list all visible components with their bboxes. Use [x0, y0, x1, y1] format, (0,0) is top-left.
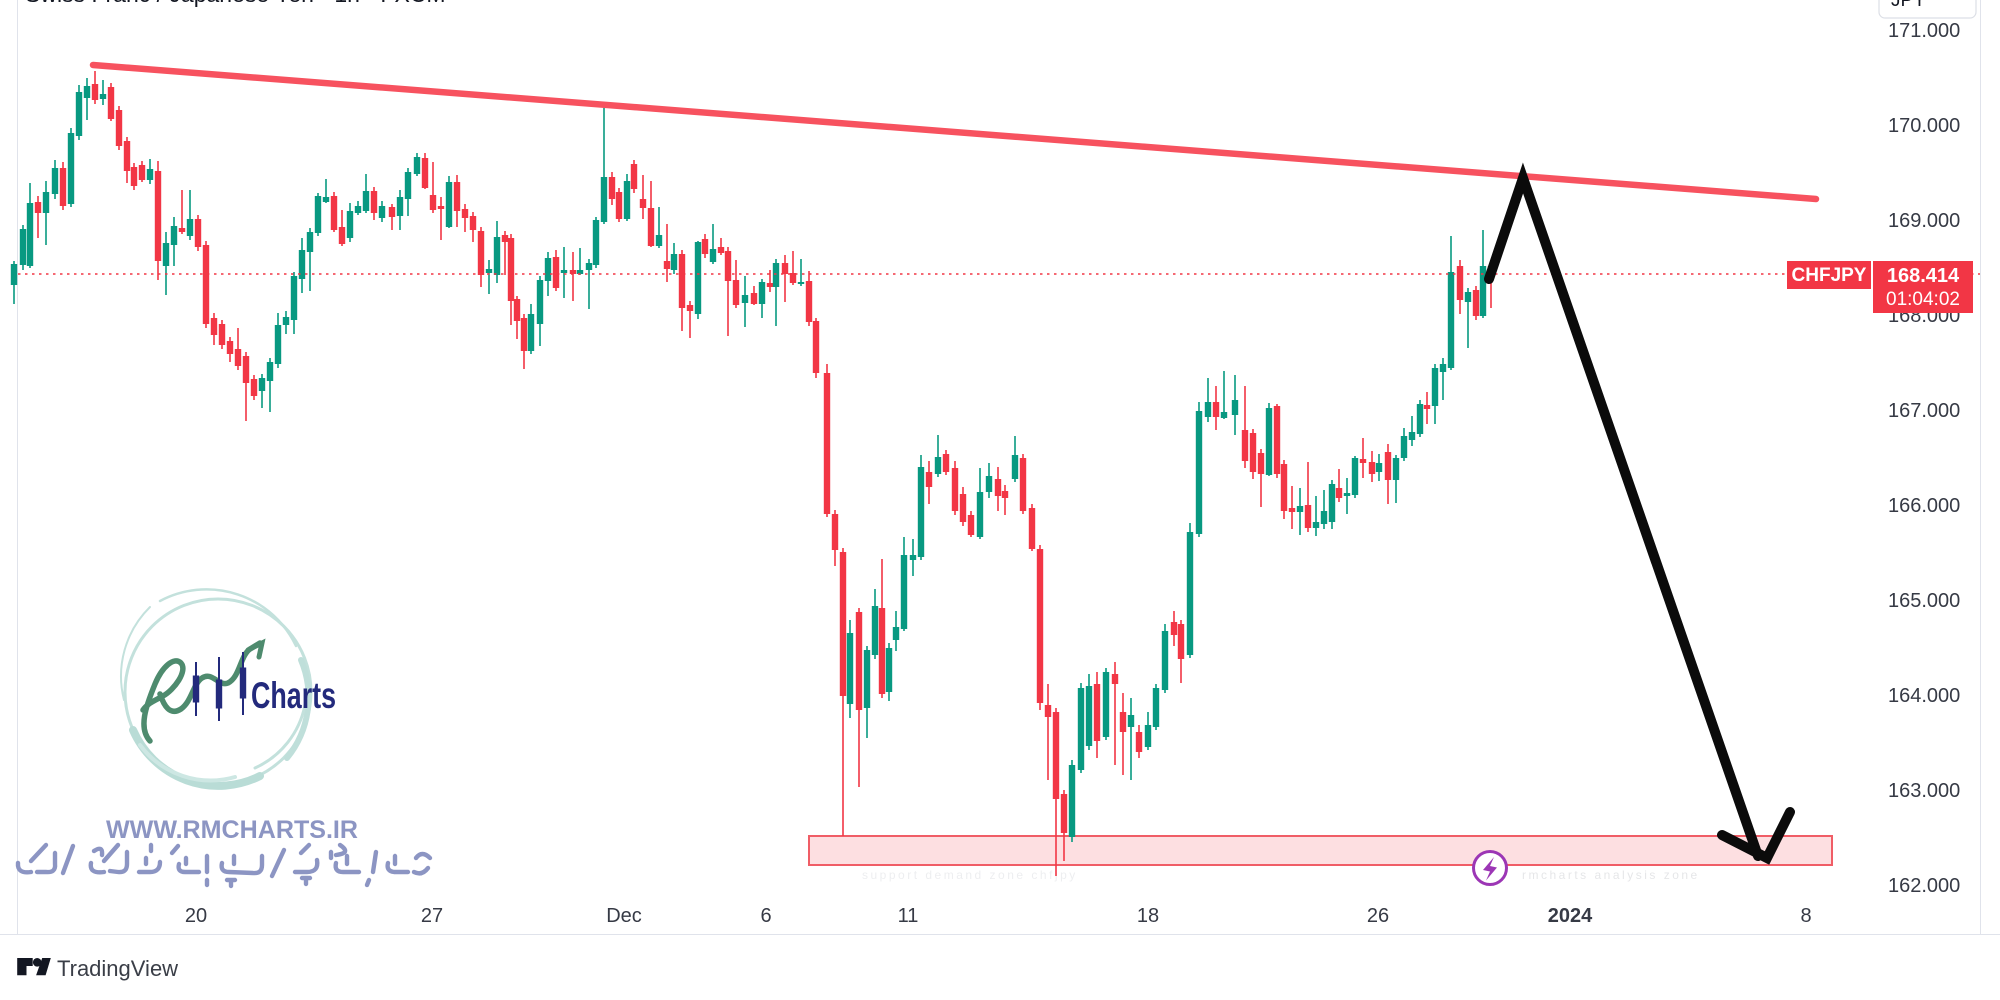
svg-text:Dec: Dec	[606, 905, 642, 927]
svg-text:162.000: 162.000	[1888, 875, 1960, 897]
svg-text:Charts: Charts	[251, 675, 336, 716]
svg-text:rmcharts analysis zone: rmcharts analysis zone	[1522, 868, 1700, 882]
svg-text:support demand zone chfjpy: support demand zone chfjpy	[862, 868, 1078, 882]
svg-text:Swiss Franc / Japanese Yen · 1: Swiss Franc / Japanese Yen · 1h · FXCM	[25, 0, 446, 7]
svg-text:163.000: 163.000	[1888, 780, 1960, 802]
svg-text:165.000: 165.000	[1888, 590, 1960, 612]
svg-text:164.000: 164.000	[1888, 685, 1960, 707]
svg-text:WWW.RMCHARTS.IR: WWW.RMCHARTS.IR	[106, 816, 358, 844]
svg-text:6: 6	[760, 905, 771, 927]
svg-text:20: 20	[185, 905, 207, 927]
svg-text:167.000: 167.000	[1888, 400, 1960, 422]
svg-text:11: 11	[898, 905, 919, 927]
svg-text:168.414: 168.414	[1887, 265, 1960, 287]
svg-text:169.000: 169.000	[1888, 210, 1960, 232]
svg-text:TradingView: TradingView	[57, 956, 178, 981]
svg-text:JPY: JPY	[1891, 0, 1926, 11]
svg-text:170.000: 170.000	[1888, 115, 1960, 137]
svg-text:01:04:02: 01:04:02	[1886, 289, 1960, 310]
svg-text:171.000: 171.000	[1888, 20, 1960, 42]
svg-text:18: 18	[1137, 905, 1159, 927]
svg-text:8: 8	[1800, 905, 1811, 927]
svg-text:26: 26	[1367, 905, 1389, 927]
svg-text:CHFJPY: CHFJPY	[1792, 265, 1867, 286]
svg-text:166.000: 166.000	[1888, 495, 1960, 517]
svg-text:2024: 2024	[1548, 905, 1593, 927]
svg-text:27: 27	[421, 905, 443, 927]
